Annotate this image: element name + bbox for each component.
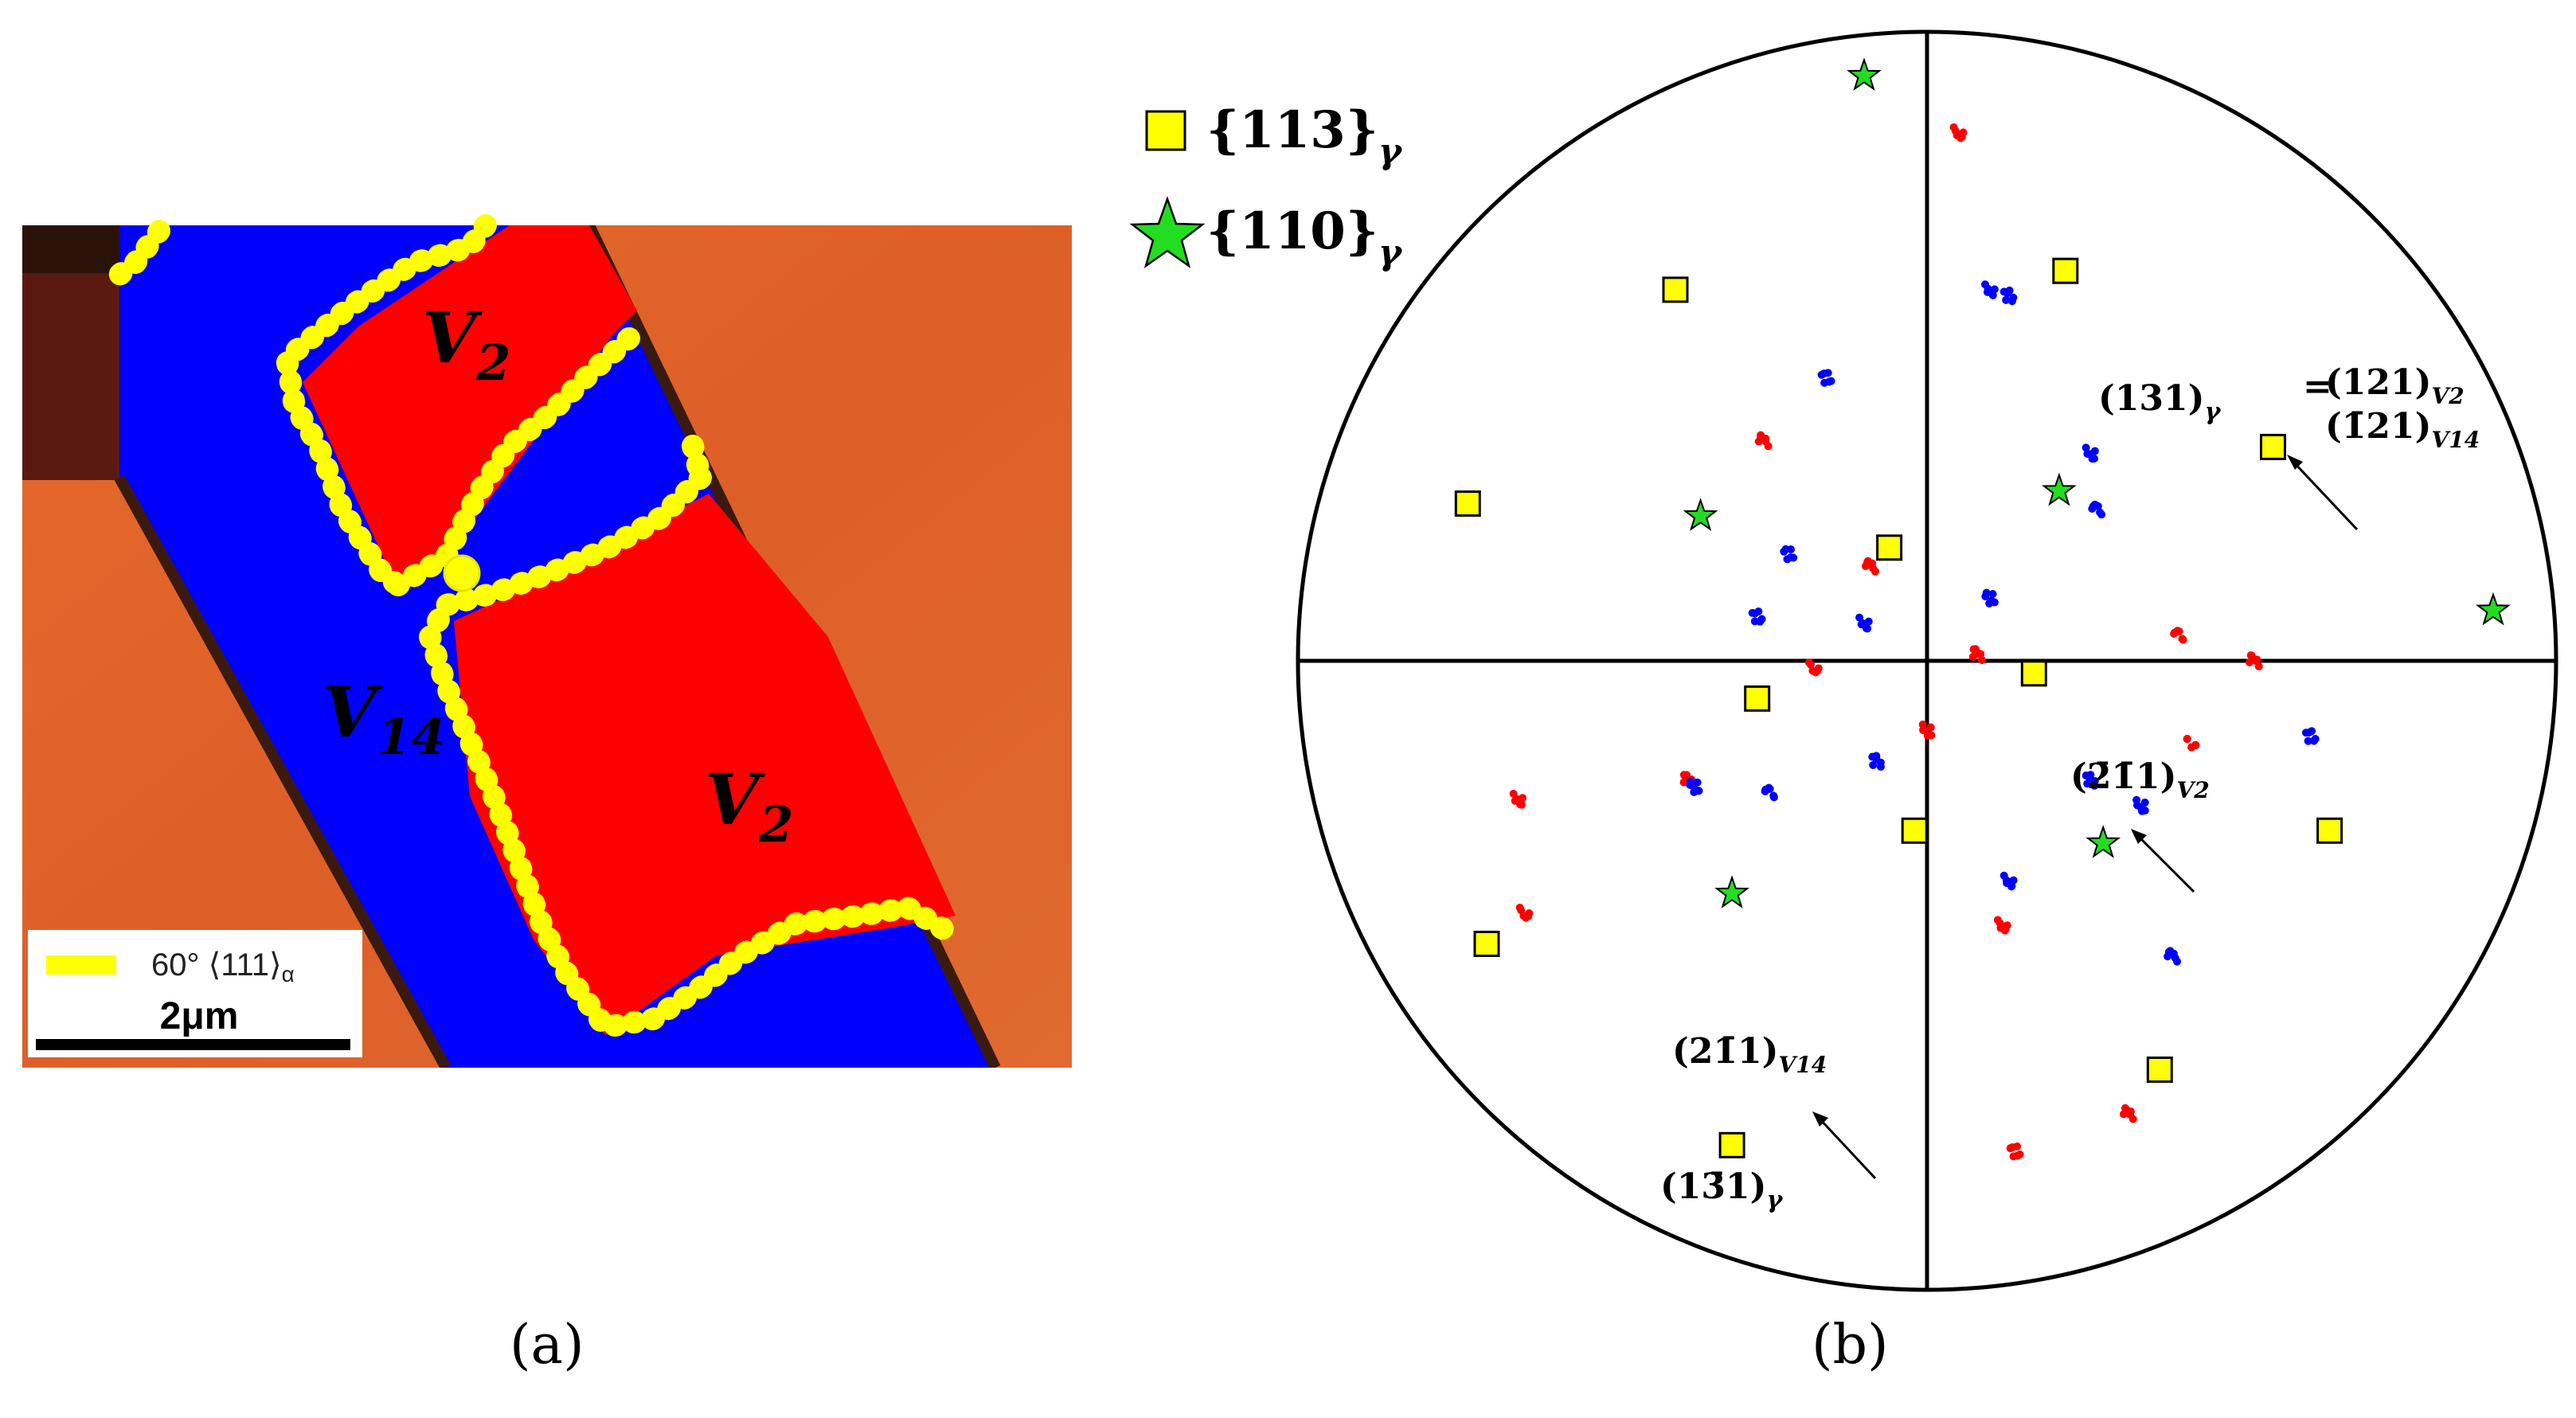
variant-pole-v2-9: [1968, 645, 1986, 665]
annot-equals: =: [2303, 366, 2332, 407]
pole-110-star-2: [2042, 472, 2077, 506]
star-markers: [1683, 57, 2511, 908]
pole-113-square-11: [1718, 1131, 1745, 1158]
variant-pole-v2-14: [1918, 720, 1936, 740]
variant-pole-v14-16: [1761, 783, 1778, 802]
variant-pole-v2-26: [1993, 916, 2011, 935]
pole-clusters: [1509, 123, 2320, 1161]
annot-arrow-211-v14: [1818, 1117, 1877, 1180]
annot-arrow-211-v2: [2136, 834, 2195, 893]
variant-pole-v2-4: [1861, 557, 1879, 576]
label-v2-upper: V2: [422, 296, 510, 392]
v2-region-upper: [303, 225, 637, 589]
pole-110-star-0: [1847, 57, 1882, 91]
variant-pole-v14-2: [1817, 369, 1835, 387]
panel-a: V2 V14 V2 60° ⟨111⟩α 2μm (a): [0, 0, 1115, 1418]
legend-star-icon: [1129, 196, 1206, 269]
pole-figure: {113}γ {110}γ (131)γ = (121)V2 (1̄21)V14…: [1129, 29, 2558, 1292]
pole-113-square-1: [2052, 257, 2079, 284]
annot-211-v14: (21̄1)V14: [1672, 1031, 1827, 1078]
variant-pole-v14-29: [2088, 500, 2106, 519]
variant-pole-v14-11: [2082, 771, 2099, 790]
variant-pole-v2-23: [2119, 1104, 2137, 1123]
panel-b: {113}γ {110}γ (131)γ = (121)V2 (1̄21)V14…: [1115, 0, 2576, 1418]
caption-b: (b): [1812, 1314, 1889, 1377]
variant-pole-v14-21: [2301, 727, 2320, 745]
pole-110-star-4: [2085, 825, 2121, 858]
variant-pole-v2-13: [2183, 734, 2200, 752]
pole-110-star-1: [1683, 498, 1718, 531]
annot-131bar: (13̄1)γ: [1660, 1166, 1783, 1214]
v2-region-lower: [454, 494, 956, 1035]
variant-pole-v2-28: [2246, 651, 2263, 670]
variant-pole-v2-7: [1804, 658, 1823, 677]
annot-121-v14: (1̄21)V14: [2325, 406, 2480, 453]
annot-211-v2: (2̄1̄1)V2: [2070, 756, 2210, 803]
variant-pole-v2-20: [1509, 789, 1527, 809]
square-markers: [1454, 257, 2343, 1158]
pole-113-square-2: [1454, 490, 1481, 517]
pole-110-star-3: [2476, 592, 2511, 626]
annot-arrow-131: [2292, 460, 2359, 531]
variant-pole-v2-19: [1515, 903, 1534, 922]
variant-pole-v14-8: [1981, 588, 1999, 607]
pole-113-square-5: [1744, 685, 1771, 712]
scalebar: [36, 1039, 350, 1050]
legend-square-icon: [1145, 110, 1186, 151]
pole-113-square-7: [1901, 817, 1928, 844]
label-v14: V14: [322, 670, 446, 766]
annot-121-v2: (121)V2: [2325, 362, 2465, 409]
pole-113-square-3: [1876, 534, 1903, 561]
variant-pole-v14-18: [1686, 777, 1703, 796]
label-v2-lower: V2: [705, 758, 793, 854]
variant-pole-v2-0: [1949, 123, 1968, 143]
twin-boundaries: [108, 214, 959, 1038]
variant-pole-v14-15: [1868, 752, 1885, 772]
map-legend-box: [28, 930, 362, 1057]
pole-113-square-4: [2260, 433, 2286, 460]
boundary-legend-swatch: [46, 955, 116, 975]
pole-113-square-9: [1473, 931, 1500, 957]
ebsd-map: V2 V14 V2 60° ⟨111⟩α 2μm: [22, 214, 1072, 1068]
scalebar-label: 2μm: [160, 995, 239, 1037]
variant-pole-v14-6: [1855, 613, 1873, 633]
variant-pole-v14-12: [2132, 795, 2149, 815]
boundary-legend-text: 60° ⟨111⟩α: [151, 947, 295, 986]
variant-pole-v14-5: [1748, 607, 1766, 626]
pole-113-square-0: [1662, 276, 1689, 303]
legend-113: {113}γ: [1206, 100, 1403, 172]
pole-113-square-10: [2146, 1057, 2173, 1083]
variant-pole-v2-3: [1754, 431, 1773, 451]
pole-110-star-5: [1714, 875, 1749, 908]
variant-pole-v14-22: [2164, 947, 2182, 966]
legend-110: {110}γ: [1206, 201, 1403, 273]
variant-pole-v14-30: [1999, 286, 2018, 306]
caption-a: (a): [510, 1314, 584, 1377]
variant-pole-v14-1: [1981, 280, 1999, 299]
variant-pole-v14-31: [2082, 443, 2099, 463]
variant-pole-v2-10: [2170, 627, 2187, 644]
pole-113-square-8: [2316, 817, 2343, 844]
pole-113-square-6: [2020, 660, 2047, 687]
variant-pole-v2-24: [2006, 1142, 2024, 1161]
annot-131: (131)γ: [2098, 378, 2221, 426]
variant-pole-v14-25: [1999, 871, 2018, 891]
variant-pole-v14-27: [1780, 545, 1798, 564]
